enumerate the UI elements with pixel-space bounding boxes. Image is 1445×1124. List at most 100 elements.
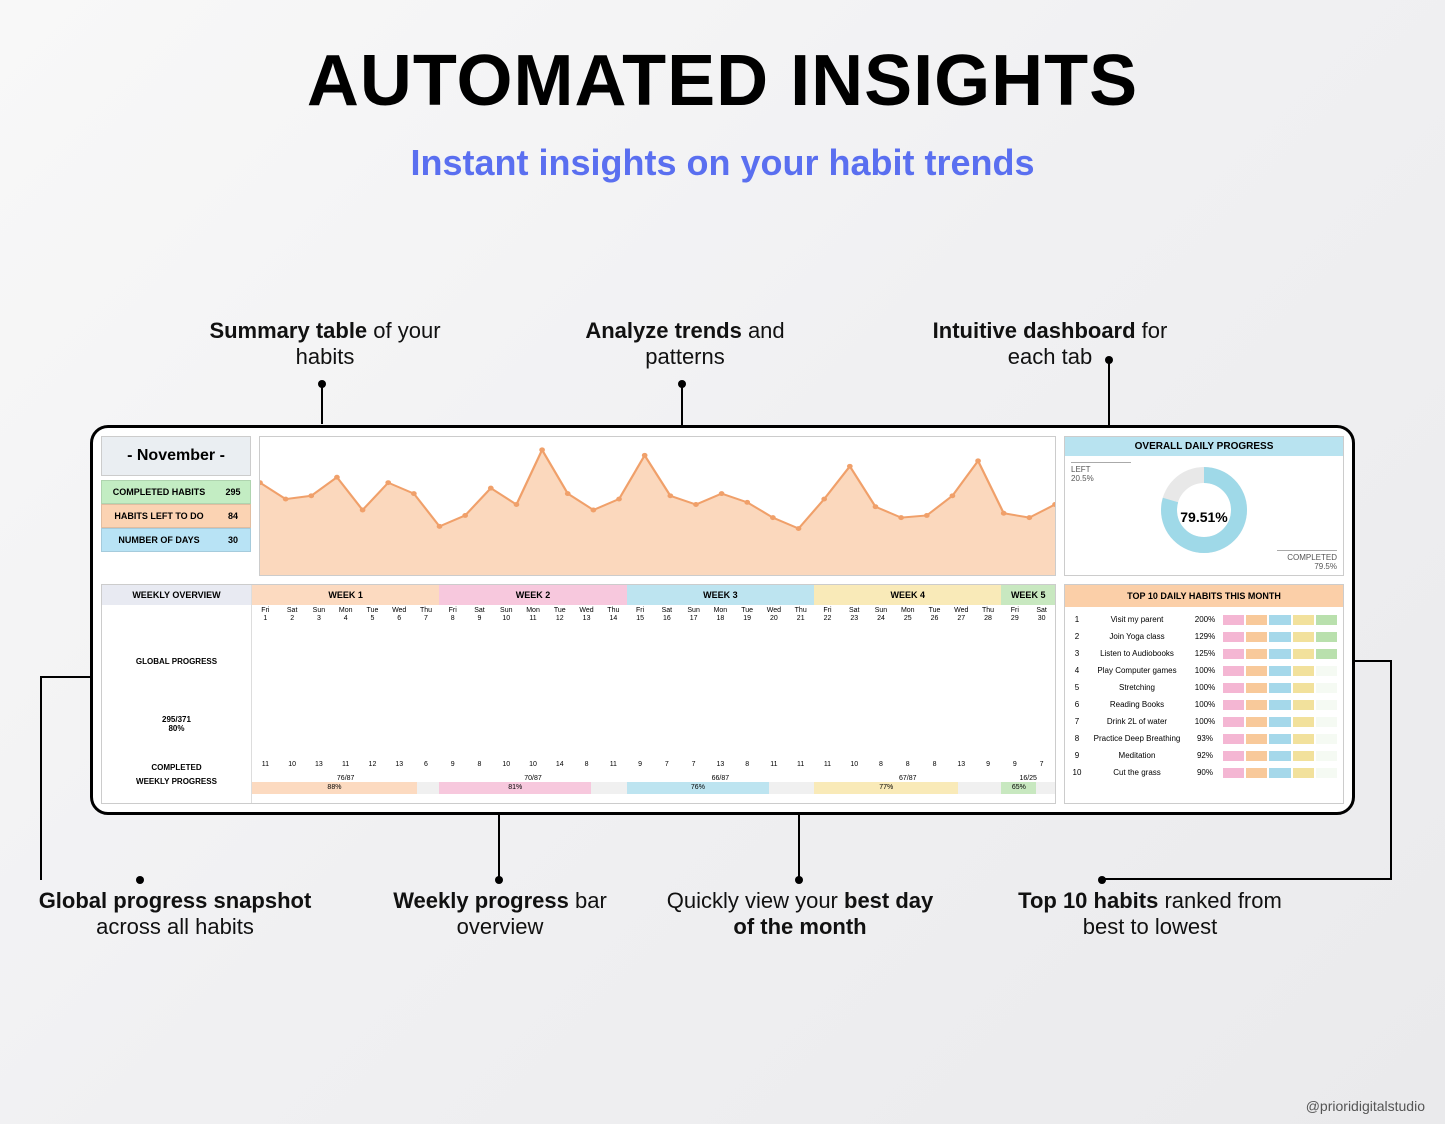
top10-row: 9Meditation92% — [1071, 747, 1337, 764]
top10-row: 1Visit my parent200% — [1071, 611, 1337, 628]
day-header: Sat30 — [1028, 605, 1055, 629]
weekly-header-label: WEEKLY OVERVIEW — [102, 585, 252, 605]
completed-cell: 13 — [948, 761, 975, 775]
completed-cell: 9 — [627, 761, 654, 775]
completed-cell: 11 — [600, 761, 627, 775]
top10-table: TOP 10 DAILY HABITS THIS MONTH 1Visit my… — [1064, 584, 1344, 804]
day-header: Tue19 — [734, 605, 761, 629]
completed-cell: 8 — [573, 761, 600, 775]
completed-cell: 11 — [332, 761, 359, 775]
week-progress-num: 16/25 — [1001, 775, 1055, 782]
week-header: WEEK 3 — [627, 585, 814, 605]
completed-cell: 6 — [413, 761, 440, 775]
day-header: Tue5 — [359, 605, 386, 629]
trend-chart — [259, 436, 1056, 576]
day-header: Fri29 — [1001, 605, 1028, 629]
anno-best-day: Quickly view your best day of the month — [660, 888, 940, 940]
anno-global: Global progress snapshot across all habi… — [35, 888, 315, 940]
summary-table: - November - COMPLETED HABITS295HABITS L… — [101, 436, 251, 576]
day-header: Thu21 — [787, 605, 814, 629]
completed-row-label: COMPLETED — [102, 761, 252, 775]
completed-cell: 8 — [466, 761, 493, 775]
completed-cell: 10 — [493, 761, 520, 775]
week-progress-num: 67/87 — [814, 775, 1001, 782]
donut-chart: OVERALL DAILY PROGRESS LEFT 20.5% 79.51%… — [1064, 436, 1344, 576]
anno-top10: Top 10 habits ranked from best to lowest — [1010, 888, 1290, 940]
completed-cell: 8 — [921, 761, 948, 775]
day-header: Fri22 — [814, 605, 841, 629]
weekly-progress-label: WEEKLY PROGRESS — [102, 775, 252, 803]
weekly-overview: WEEKLY OVERVIEW WEEK 1WEEK 2WEEK 3WEEK 4… — [101, 584, 1056, 804]
top10-row: 6Reading Books100% — [1071, 696, 1337, 713]
completed-cell: 8 — [734, 761, 761, 775]
top10-row: 8Practice Deep Breathing93% — [1071, 730, 1337, 747]
day-header: Mon11 — [520, 605, 547, 629]
top10-title: TOP 10 DAILY HABITS THIS MONTH — [1065, 585, 1343, 607]
top10-row: 3Listen to Audiobooks125% — [1071, 645, 1337, 662]
week-progress-bar: 81% — [439, 782, 626, 794]
completed-cell: 13 — [386, 761, 413, 775]
week-progress-bar: 88% — [252, 782, 439, 794]
top10-row: 10Cut the grass90% — [1071, 764, 1337, 781]
page-title: AUTOMATED INSIGHTS — [0, 40, 1445, 122]
watermark: @prioridigitalstudio — [1306, 1098, 1425, 1114]
day-header: Sun17 — [680, 605, 707, 629]
day-header: Thu14 — [600, 605, 627, 629]
day-header: Sat2 — [279, 605, 306, 629]
month-label: - November - — [101, 436, 251, 476]
day-header: Sun3 — [306, 605, 333, 629]
anno-weekly-bars: Weekly progress bar overview — [360, 888, 640, 940]
day-header: Mon4 — [332, 605, 359, 629]
completed-cell: 12 — [359, 761, 386, 775]
day-header: Sat23 — [841, 605, 868, 629]
completed-cell: 10 — [841, 761, 868, 775]
week-progress-bar: 77% — [814, 782, 1001, 794]
week-progress-num: 66/87 — [627, 775, 814, 782]
donut-comp-label: COMPLETED — [1287, 553, 1337, 562]
completed-cell: 11 — [761, 761, 788, 775]
completed-cell: 11 — [787, 761, 814, 775]
day-header: Tue26 — [921, 605, 948, 629]
completed-cell: 10 — [520, 761, 547, 775]
summary-row: HABITS LEFT TO DO84 — [101, 504, 251, 528]
top10-row: 2Join Yoga class129% — [1071, 628, 1337, 645]
global-progress-label: GLOBAL PROGRESS — [136, 657, 217, 666]
completed-cell: 13 — [707, 761, 734, 775]
day-header: Mon25 — [894, 605, 921, 629]
completed-cell: 11 — [252, 761, 279, 775]
day-header: Thu28 — [975, 605, 1002, 629]
week-header: WEEK 5 — [1001, 585, 1055, 605]
completed-cell: 11 — [814, 761, 841, 775]
day-header: Fri15 — [627, 605, 654, 629]
summary-row: NUMBER OF DAYS30 — [101, 528, 251, 552]
top10-row: 4Play Computer games100% — [1071, 662, 1337, 679]
completed-cell: 8 — [868, 761, 895, 775]
day-header: Wed13 — [573, 605, 600, 629]
week-header: WEEK 2 — [439, 585, 626, 605]
completed-cell: 14 — [546, 761, 573, 775]
week-progress-num: 70/87 — [439, 775, 626, 782]
week-header: WEEK 4 — [814, 585, 1001, 605]
completed-cell: 7 — [1028, 761, 1055, 775]
completed-cell: 10 — [279, 761, 306, 775]
donut-center-value: 79.51% — [1180, 508, 1227, 524]
completed-cell: 9 — [975, 761, 1002, 775]
day-header: Sun24 — [868, 605, 895, 629]
completed-cell: 13 — [306, 761, 333, 775]
week-header: WEEK 1 — [252, 585, 439, 605]
page-subtitle: Instant insights on your habit trends — [0, 142, 1445, 184]
week-progress-bar: 65% — [1001, 782, 1055, 794]
donut-title: OVERALL DAILY PROGRESS — [1065, 437, 1343, 456]
summary-row: COMPLETED HABITS295 — [101, 480, 251, 504]
anno-summary: Summary table of your habits — [185, 318, 465, 370]
day-header: Sat9 — [466, 605, 493, 629]
week-progress-bar: 76% — [627, 782, 814, 794]
anno-dashboard: Intuitive dashboard for each tab — [910, 318, 1190, 370]
top10-row: 7Drink 2L of water100% — [1071, 713, 1337, 730]
day-header: Tue12 — [546, 605, 573, 629]
top10-row: 5Stretching100% — [1071, 679, 1337, 696]
day-header: Wed27 — [948, 605, 975, 629]
day-header: Thu7 — [413, 605, 440, 629]
day-header: Mon18 — [707, 605, 734, 629]
day-header: Fri8 — [439, 605, 466, 629]
